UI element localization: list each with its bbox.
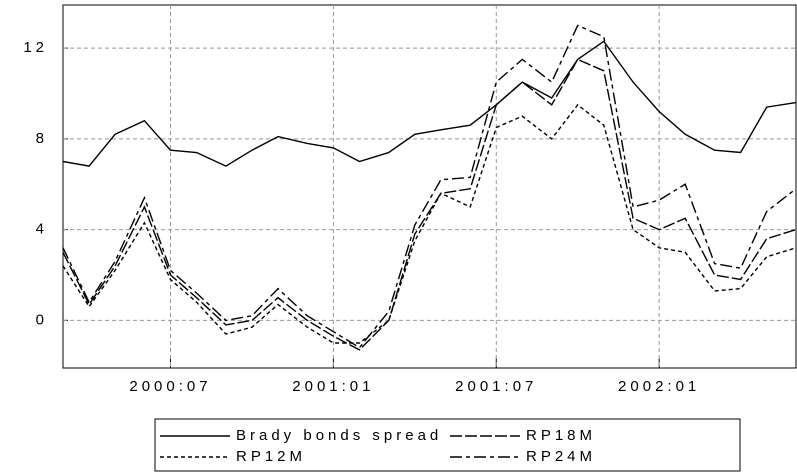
y-tick-label: 4	[36, 221, 48, 238]
y-tick-label: 12	[23, 39, 48, 56]
y-tick-label: 8	[36, 130, 48, 147]
y-tick-label: 0	[36, 311, 48, 328]
plot-frame	[62, 4, 797, 369]
legend-label: RP12M	[236, 448, 306, 465]
legend-label: RP24M	[526, 448, 596, 465]
x-tick-label: 2000:07	[129, 378, 211, 395]
series-line	[62, 24, 797, 349]
x-tick-label: 2002:01	[618, 378, 700, 395]
series-line	[62, 58, 797, 351]
legend-box	[154, 418, 741, 472]
x-tick-label: 2001:01	[292, 378, 374, 395]
series-line	[62, 103, 797, 344]
x-tick-label: 2001:07	[455, 378, 537, 395]
series-line	[62, 40, 797, 167]
legend-label: Brady bonds spread	[236, 427, 442, 444]
legend-label: RP18M	[526, 427, 596, 444]
